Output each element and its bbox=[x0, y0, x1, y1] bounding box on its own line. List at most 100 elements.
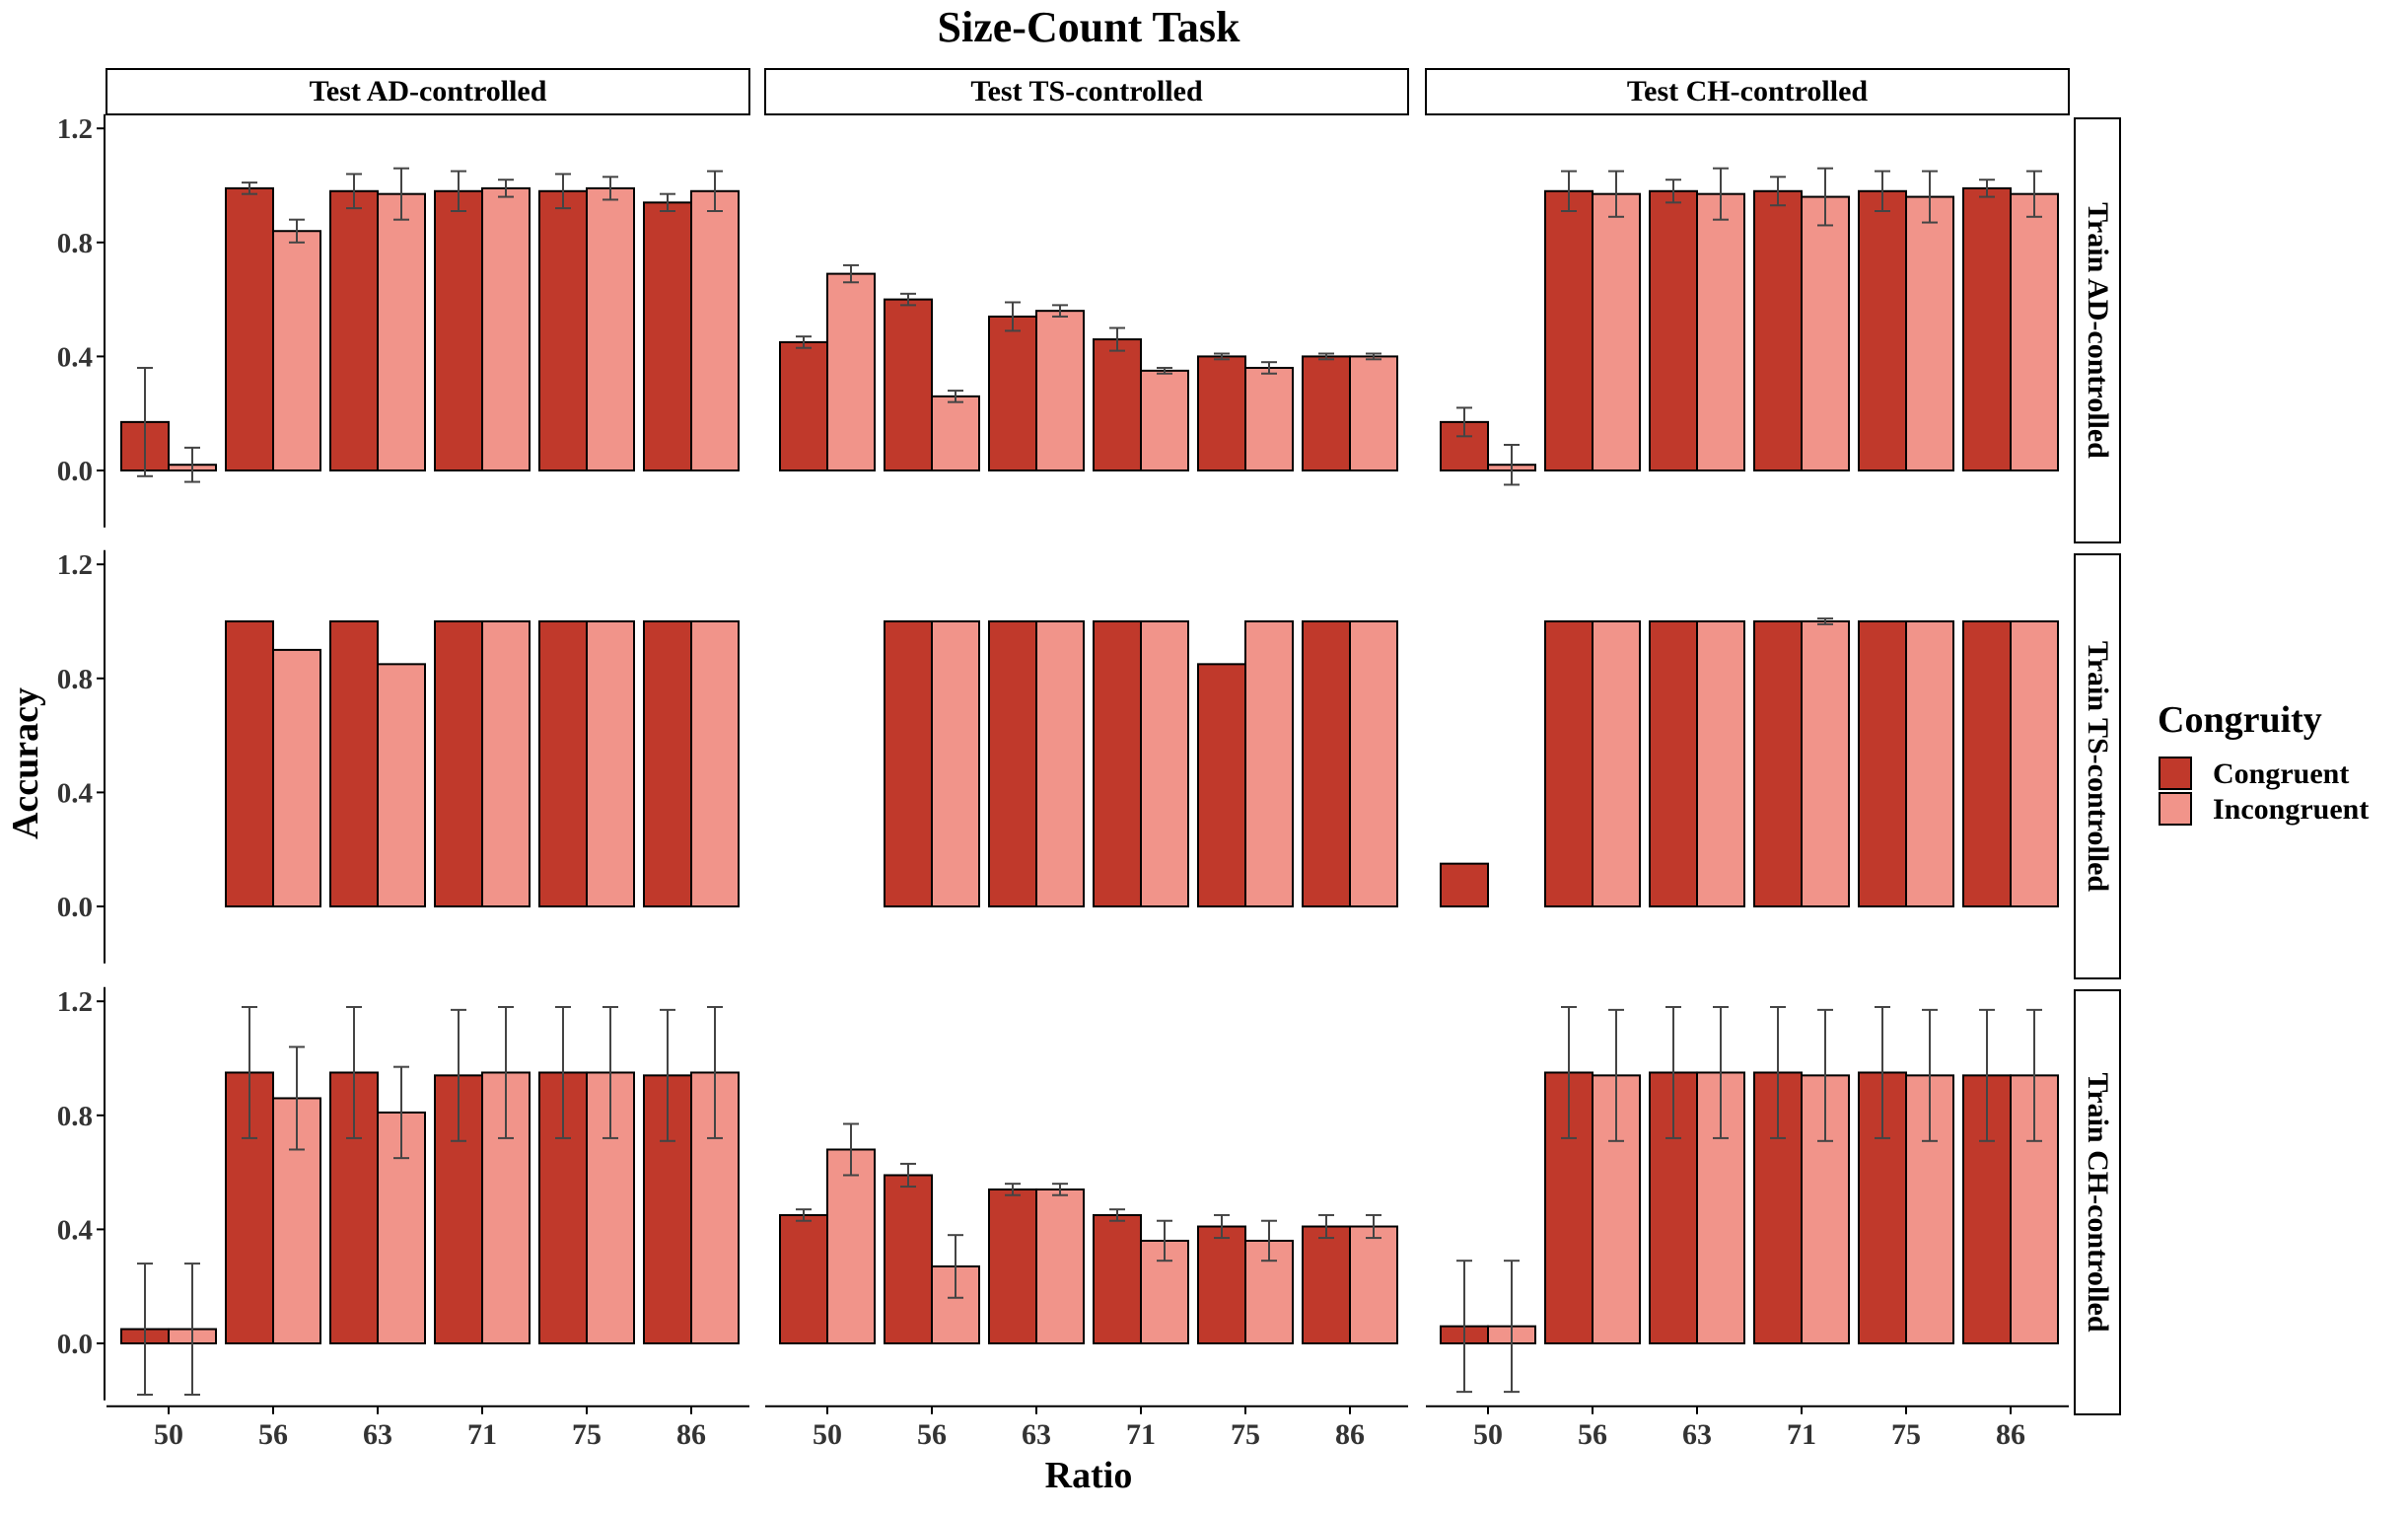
y-tick-label: 0.8 bbox=[57, 1101, 93, 1132]
bar-incongruent bbox=[1349, 355, 1398, 471]
column-strip-label: Test AD-controlled bbox=[310, 75, 547, 108]
bar-incongruent bbox=[826, 1148, 876, 1344]
bar-congruent bbox=[329, 189, 379, 471]
bar-incongruent bbox=[1140, 620, 1189, 907]
bar-congruent bbox=[988, 315, 1037, 471]
x-tick-label: 75 bbox=[1891, 1418, 1921, 1451]
legend-label: Congruent bbox=[2213, 758, 2349, 790]
x-tick-label: 50 bbox=[154, 1418, 183, 1451]
bar-congruent bbox=[1093, 620, 1142, 907]
bar-incongruent bbox=[690, 620, 740, 907]
row-strip-label: Train CH-controlled bbox=[2082, 1072, 2114, 1332]
row-strip-label: Train TS-controlled bbox=[2082, 641, 2114, 893]
bar-incongruent bbox=[1696, 192, 1745, 471]
x-tick-label: 56 bbox=[1578, 1418, 1607, 1451]
bar-congruent bbox=[988, 620, 1037, 907]
bar-incongruent bbox=[1696, 620, 1745, 907]
bar-incongruent bbox=[1244, 366, 1294, 471]
y-tick-label: 1.2 bbox=[57, 113, 93, 145]
bar-congruent bbox=[1302, 1225, 1351, 1345]
bar-incongruent bbox=[1035, 310, 1085, 471]
bar-incongruent bbox=[377, 663, 426, 907]
y-tick-label: 1.2 bbox=[57, 986, 93, 1018]
legend-swatch bbox=[2159, 757, 2192, 790]
bar-congruent bbox=[225, 186, 274, 471]
chart-title: Size-Count Task bbox=[938, 3, 1240, 51]
bar-congruent bbox=[1962, 620, 2012, 907]
bar-incongruent bbox=[1801, 620, 1850, 907]
x-tick-label: 50 bbox=[813, 1418, 842, 1451]
bar-incongruent bbox=[1035, 620, 1085, 907]
bar-incongruent bbox=[1244, 620, 1294, 907]
column-strip-label: Test TS-controlled bbox=[970, 75, 1203, 108]
bar-incongruent bbox=[1349, 1225, 1398, 1345]
bar-congruent bbox=[434, 620, 483, 907]
y-axis-label: Accuracy bbox=[5, 687, 46, 839]
y-tick-label: 1.2 bbox=[57, 549, 93, 581]
bar-incongruent bbox=[272, 230, 321, 471]
bar-incongruent bbox=[1905, 620, 1954, 907]
bar-congruent bbox=[643, 201, 692, 471]
bar-incongruent bbox=[377, 192, 426, 471]
y-tick-label: 0.0 bbox=[57, 892, 93, 923]
bar-incongruent bbox=[586, 620, 635, 907]
bar-congruent bbox=[538, 620, 588, 907]
bar-congruent bbox=[1858, 189, 1907, 471]
bar-incongruent bbox=[272, 648, 321, 908]
bar-congruent bbox=[1858, 620, 1907, 907]
bar-congruent bbox=[329, 620, 379, 907]
x-tick-label: 63 bbox=[363, 1418, 392, 1451]
row-strip-label: Train AD-controlled bbox=[2082, 202, 2114, 459]
bar-congruent bbox=[1197, 1225, 1246, 1345]
y-tick-label: 0.8 bbox=[57, 664, 93, 695]
column-strip bbox=[106, 68, 750, 115]
bar-incongruent bbox=[481, 186, 531, 471]
bar-congruent bbox=[1302, 355, 1351, 471]
bar-incongruent bbox=[931, 395, 980, 471]
bar-congruent bbox=[1302, 620, 1351, 907]
bar-congruent bbox=[1197, 355, 1246, 471]
bar-congruent bbox=[884, 1174, 933, 1344]
bar-congruent bbox=[434, 189, 483, 471]
bar-congruent bbox=[643, 620, 692, 907]
bar-congruent bbox=[538, 189, 588, 471]
y-tick-label: 0.4 bbox=[57, 341, 93, 373]
bar-congruent bbox=[1440, 862, 1489, 908]
bar-congruent bbox=[884, 620, 933, 907]
y-tick-label: 0.0 bbox=[57, 456, 93, 487]
bar-congruent bbox=[1544, 189, 1594, 471]
y-tick-label: 0.4 bbox=[57, 1214, 93, 1246]
bar-congruent bbox=[1753, 620, 1803, 907]
bar-congruent bbox=[1649, 620, 1698, 907]
bar-congruent bbox=[225, 620, 274, 907]
bar-incongruent bbox=[826, 272, 876, 471]
x-tick-label: 86 bbox=[1335, 1418, 1365, 1451]
bar-incongruent bbox=[1035, 1188, 1085, 1344]
legend-swatch bbox=[2159, 792, 2192, 826]
x-tick-label: 56 bbox=[917, 1418, 947, 1451]
bar-incongruent bbox=[2010, 620, 2059, 907]
x-tick-label: 56 bbox=[258, 1418, 288, 1451]
x-tick-label: 71 bbox=[1126, 1418, 1156, 1451]
legend-title: Congruity bbox=[2158, 699, 2322, 741]
bar-congruent bbox=[779, 1213, 828, 1344]
x-tick-label: 86 bbox=[1996, 1418, 2025, 1451]
x-tick-label: 75 bbox=[1231, 1418, 1260, 1451]
y-tick-label: 0.8 bbox=[57, 228, 93, 259]
column-strip bbox=[764, 68, 1409, 115]
bar-incongruent bbox=[1905, 195, 1954, 471]
bar-congruent bbox=[1544, 620, 1594, 907]
bar-incongruent bbox=[1349, 620, 1398, 907]
x-tick-label: 75 bbox=[572, 1418, 602, 1451]
bar-incongruent bbox=[1592, 192, 1641, 471]
bar-congruent bbox=[1753, 189, 1803, 471]
x-tick-label: 50 bbox=[1473, 1418, 1503, 1451]
row-strip bbox=[2074, 553, 2121, 979]
facet-grid: Test AD-controlled Test TS-controlled Test… bbox=[57, 68, 2121, 1451]
bar-incongruent bbox=[1244, 1239, 1294, 1344]
bar-incongruent bbox=[2010, 192, 2059, 471]
column-strip bbox=[1425, 68, 2070, 115]
bar-congruent bbox=[988, 1188, 1037, 1344]
